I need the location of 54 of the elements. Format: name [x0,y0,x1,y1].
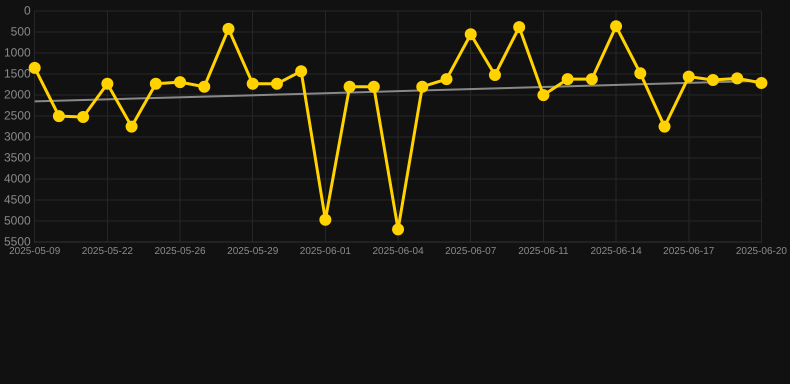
point [77,110,90,123]
x-tick-label: 2025-05-29 [227,246,279,257]
y-tick-label: 2500 [4,108,32,122]
point [344,80,356,93]
point [416,80,428,93]
x-tick-label: 2025-06-01 [300,246,352,257]
point [610,20,622,32]
x-tick-label: 2025-05-22 [82,246,134,257]
point [368,80,380,93]
x-tick-label: 2025-06-14 [590,246,642,257]
y-tick-label: 5000 [4,213,32,228]
point [634,67,646,80]
point [295,65,308,78]
y-tick-label: 500 [10,24,32,38]
point [440,73,453,86]
point [464,28,477,40]
x-tick-label: 2025-06-20 [736,246,788,257]
point [731,72,744,84]
x-tick-label: 2025-05-09 [9,246,61,257]
point [174,76,186,88]
x-tick-label: 2025-06-07 [445,246,497,257]
point [513,21,526,34]
point [222,22,234,35]
y-tick-label: 0 [24,4,32,18]
y-tick-label: 1500 [4,66,32,80]
point [706,74,719,86]
point [755,76,768,89]
point [246,78,259,90]
point [198,80,210,93]
point [150,78,162,90]
y-tick-label: 3000 [4,129,32,144]
point [562,73,574,86]
point [126,120,138,133]
point [52,110,65,122]
point [537,89,550,102]
y-tick-label: 4000 [4,171,32,186]
y-tick-label: 2000 [4,87,32,102]
point [270,78,283,90]
point [101,78,114,90]
point [28,62,41,74]
point [658,120,671,133]
point [586,73,598,86]
point [392,223,404,236]
point [319,214,332,226]
y-tick-label: 3500 [4,150,32,164]
x-tick-label: 2025-06-17 [663,246,715,257]
x-tick-label: 2025-06-04 [372,246,424,257]
x-tick-label: 2025-05-26 [154,246,206,257]
x-tick-label: 2025-06-11 [518,246,570,257]
y-tick-label: 1000 [4,45,32,60]
y-tick-label: 4500 [4,192,32,206]
point [682,70,695,83]
point [488,68,501,81]
y-tick-label: 5500 [4,234,32,248]
